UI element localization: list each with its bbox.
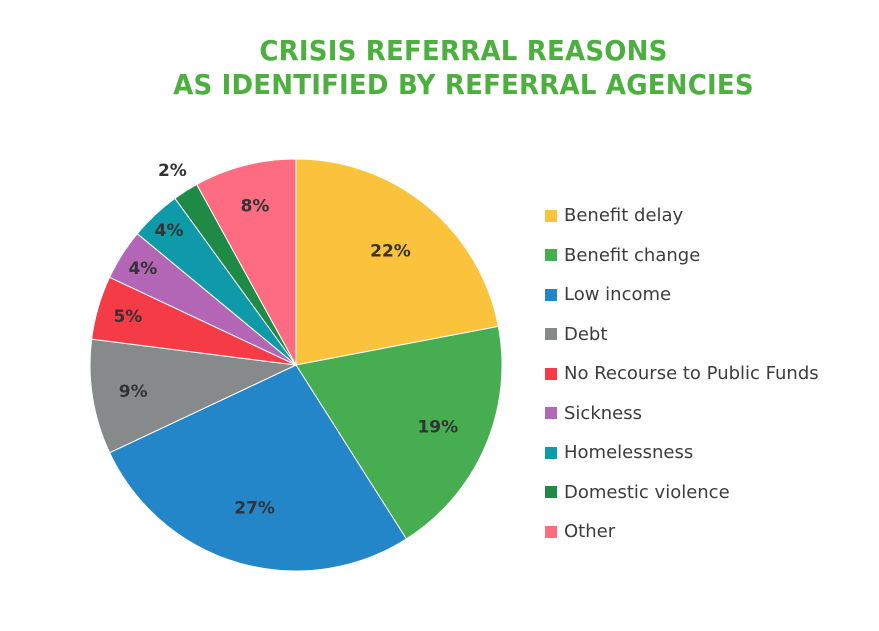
legend-label: Benefit delay [564,205,684,227]
pie-slice-other [196,158,297,366]
legend-swatch [545,525,557,538]
legend-label: Homelessness [564,442,694,464]
slice-label-sickness: 4% [128,259,157,279]
legend-label: Domestic violence [564,481,730,503]
legend-swatch [545,209,557,222]
pie-slice-benefit-change [295,325,503,540]
chart-title-line-1: CRISIS REFERRAL REASONS [259,34,668,67]
slice-label-debt: 9% [119,382,148,402]
slice-label-benefit-change: 19% [417,417,458,437]
slice-label-other: 8% [241,196,270,216]
pie-slice-benefit-delay [295,158,499,366]
legend-label: Benefit change [564,244,701,266]
legend-item-debt: Debt [545,315,819,355]
slice-label-domestic-violence: 2% [158,161,187,181]
legend-swatch [545,446,557,459]
slice-label-no-recourse-to-public-funds: 5% [113,307,142,327]
legend-label: Other [564,521,616,543]
slice-label-homelessness: 4% [155,221,184,241]
slice-label-benefit-delay: 22% [370,242,411,262]
legend-item-benefit-delay: Benefit delay [545,196,819,236]
legend-item-domestic-violence: Domestic violence [545,473,819,513]
legend-swatch [545,407,557,420]
chart-title-line-2: AS IDENTIFIED BY REFERRAL AGENCIES [173,68,754,101]
legend-label: Debt [564,323,608,345]
chart-legend: Benefit delay Benefit change Low income Deb… [545,196,819,552]
legend-swatch [545,328,557,341]
legend-label: No Recourse to Public Funds [564,363,819,385]
pie-slice-low-income [108,364,408,572]
legend-item-low-income: Low income [545,275,819,315]
legend-label: Low income [564,284,672,306]
legend-item-benefit-change: Benefit change [545,236,819,276]
pie-slice-debt [89,338,298,454]
chart-title: CRISIS REFERRAL REASONS AS IDENTIFIED BY… [32,34,879,102]
legend-item-no-recourse-to-public-funds: No Recourse to Public Funds [545,354,819,394]
legend-item-other: Other [545,512,819,552]
legend-swatch [545,486,557,499]
slice-label-low-income: 27% [234,498,275,518]
legend-item-homelessness: Homelessness [545,433,819,473]
legend-label: Sickness [564,402,642,424]
legend-item-sickness: Sickness [545,394,819,434]
legend-swatch [545,249,557,262]
legend-swatch [545,367,557,380]
legend-swatch [545,288,557,301]
